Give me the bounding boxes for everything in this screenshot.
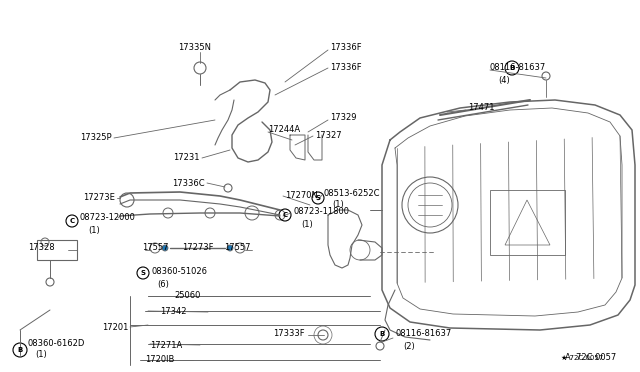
Text: B: B [17,347,22,353]
Text: 17329: 17329 [330,113,356,122]
Text: S: S [141,270,145,276]
Text: 17471: 17471 [468,103,495,112]
Text: 17244A: 17244A [268,125,300,135]
Text: 08723-12000: 08723-12000 [80,214,136,222]
Text: 17333F: 17333F [273,330,305,339]
Text: A  72C 0057: A 72C 0057 [565,353,616,362]
Text: C: C [282,212,287,218]
Text: (4): (4) [498,76,509,84]
Text: 17327: 17327 [315,131,342,140]
Text: 17557: 17557 [141,244,168,253]
Text: 17271A: 17271A [150,340,182,350]
Text: ★ 72C 0057: ★ 72C 0057 [561,355,604,361]
Text: 17325P: 17325P [81,134,112,142]
Text: 17342: 17342 [160,308,186,317]
Text: 17328: 17328 [28,244,54,253]
Circle shape [227,245,233,251]
Text: (1): (1) [35,350,47,359]
Text: 17557: 17557 [224,244,250,253]
Text: (2): (2) [403,341,415,350]
Text: (1): (1) [301,219,313,228]
Text: (1): (1) [88,225,100,234]
Text: 08723-11800: 08723-11800 [293,208,349,217]
Text: 17336C: 17336C [172,179,205,187]
Text: 17273E: 17273E [83,193,115,202]
Text: B: B [509,65,515,71]
Text: (1): (1) [332,201,344,209]
Text: 17335N: 17335N [179,43,211,52]
Text: B: B [380,331,385,337]
Text: 25060: 25060 [174,292,200,301]
Text: S: S [316,195,321,201]
Bar [37,240,77,260]
Text: 17270N: 17270N [285,190,318,199]
Text: C: C [69,218,75,224]
Text: 17231: 17231 [173,154,200,163]
Text: 08513-6252C: 08513-6252C [324,189,381,198]
Text: (6): (6) [157,279,169,289]
Text: 1720lB: 1720lB [145,356,174,365]
Text: 17201: 17201 [102,323,128,331]
Text: 17336F: 17336F [330,64,362,73]
Text: 08116-81637: 08116-81637 [490,64,547,73]
Text: 08116-81637: 08116-81637 [395,330,451,339]
Text: 08360-51026: 08360-51026 [151,267,207,276]
Text: 08360-6162D: 08360-6162D [28,339,85,347]
Circle shape [162,245,168,251]
Bar [490,190,565,255]
Text: 17273F: 17273F [182,244,214,253]
Text: 17336F: 17336F [330,44,362,52]
